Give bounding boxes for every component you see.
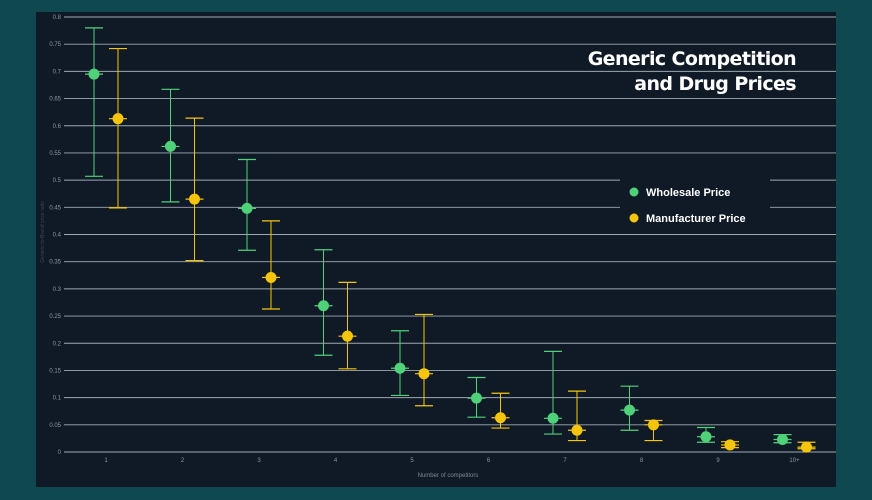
chart-title-line-1: Generic Competition [588, 48, 796, 70]
data-point [342, 330, 353, 342]
legend-swatch-wholesale [629, 187, 639, 197]
y-tick-labels: 0 0.05 0.1 0.15 0.2 0.25 0.3 0.35 0.4 0.45 0.5 0.55… [49, 15, 61, 456]
x-tick-label: 5 [410, 458, 414, 464]
data-point [495, 412, 506, 424]
data-point [189, 193, 200, 205]
x-tick-labels: 1 2 3 4 5 6 7 8 9 10+ [104, 458, 800, 464]
x-tick-label: 10+ [789, 458, 800, 464]
series-wholesale-price [85, 27, 792, 445]
series-manufacturer-price [109, 47, 816, 453]
data-point [241, 202, 253, 214]
y-axis-title: Generic-to-Brand price ratio [40, 201, 46, 263]
data-point [418, 368, 430, 380]
y-tick-label: 0.6 [53, 124, 62, 130]
y-tick-label: 0.45 [49, 205, 61, 211]
legend-box-manufacturer [620, 205, 770, 232]
legend-swatch-manufacturer [629, 213, 639, 223]
data-point [547, 412, 559, 424]
legend: Wholesale Price Manufacturer Price [620, 178, 770, 232]
y-tick-label: 0.3 [53, 287, 62, 293]
data-point [724, 439, 736, 451]
chart-frame: 0 0.05 0.1 0.15 0.2 0.25 0.3 0.35 0.4 0.45 0.5 0.55… [36, 12, 836, 487]
y-tick-label: 0.8 [53, 15, 62, 21]
y-tick-label: 0.65 [49, 97, 61, 103]
data-point [265, 271, 277, 283]
data-point [777, 433, 788, 445]
data-point [571, 424, 583, 436]
data-point [88, 68, 100, 80]
legend-label-manufacturer: Manufacturer Price [646, 213, 746, 225]
x-tick-label: 4 [334, 458, 338, 464]
x-tick-label: 6 [487, 458, 491, 464]
data-point [801, 441, 812, 453]
x-tick-label: 2 [181, 458, 185, 464]
x-tick-label: 3 [257, 458, 261, 464]
legend-label-wholesale: Wholesale Price [646, 187, 730, 199]
y-tick-label: 0.55 [49, 151, 61, 157]
data-point [165, 140, 176, 152]
x-tick-label: 9 [716, 458, 720, 464]
y-tick-label: 0 [58, 450, 62, 456]
y-tick-label: 0.7 [53, 69, 62, 75]
y-tick-label: 0.75 [49, 42, 61, 48]
y-tick-label: 0.15 [49, 368, 61, 374]
gridlines [64, 16, 836, 453]
data-point [648, 419, 659, 431]
y-tick-label: 0.25 [49, 314, 61, 320]
data-point [471, 392, 482, 404]
data-point [394, 362, 406, 374]
data-point [112, 113, 124, 125]
y-tick-label: 0.35 [49, 260, 61, 266]
x-tick-label: 8 [640, 458, 644, 464]
y-tick-label: 0.2 [53, 341, 62, 347]
legend-box-wholesale [620, 178, 770, 205]
x-tick-label: 7 [563, 458, 567, 464]
chart: 0 0.05 0.1 0.15 0.2 0.25 0.3 0.35 0.4 0.45 0.5 0.55… [40, 15, 836, 479]
y-tick-label: 0.05 [49, 423, 61, 429]
x-axis-title: Number of competitors [418, 473, 479, 479]
y-tick-label: 0.1 [53, 396, 62, 402]
chart-title-line-2: and Drug Prices [634, 73, 796, 95]
series-marks [85, 27, 816, 453]
y-tick-label: 0.4 [53, 233, 62, 239]
y-tick-label: 0.5 [53, 178, 62, 184]
data-point [624, 404, 635, 416]
x-tick-label: 1 [104, 458, 108, 464]
data-point [318, 300, 329, 312]
data-point [700, 431, 712, 443]
